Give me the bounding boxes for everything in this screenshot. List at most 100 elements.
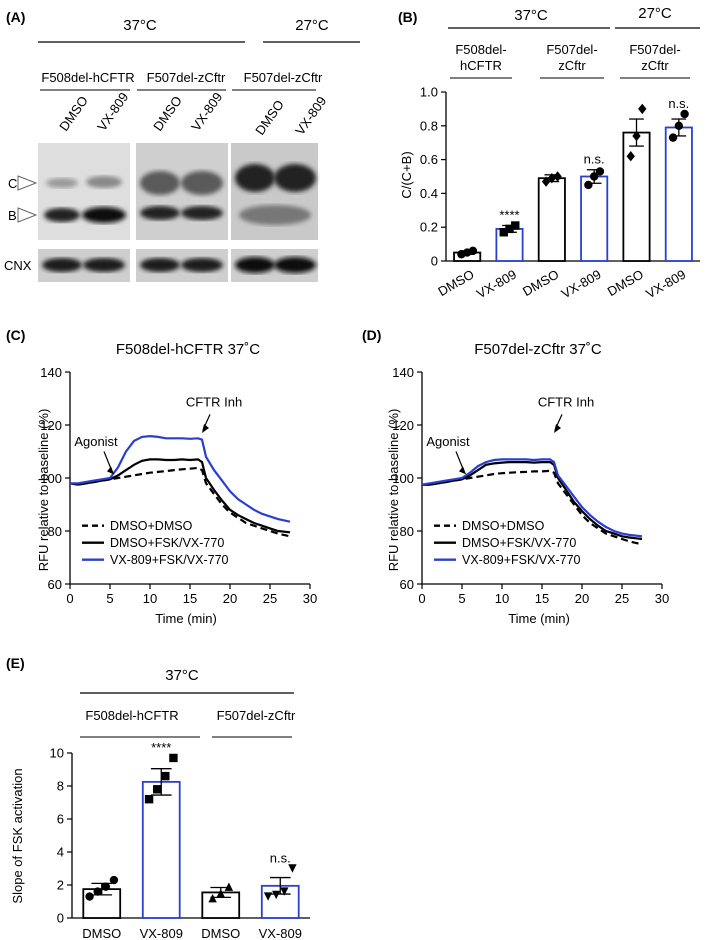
group-label-1: F508del-hCFTR [85,708,178,723]
y-tick-label: 0.2 [420,220,438,235]
panel-b: (B) 37°C 27°C F508del- hCFTR F507del- zC… [398,5,700,301]
significance-label: n.s. [584,152,605,167]
lane-label: VX-809 [292,94,329,138]
x-tick-label: DMSO [82,926,121,940]
bar [622,131,651,262]
x-tick-label: 15 [535,591,549,606]
data-point [224,882,234,891]
annotation-label: Agonist [74,434,118,449]
lane-label: DMSO [252,97,287,138]
legend-label: DMSO+DMSO [110,519,193,533]
panel-d-letter: (D) [362,327,381,343]
annotation-arrowhead [554,423,561,433]
y-tick-label: 0.6 [420,152,438,167]
x-tick-label: 20 [223,591,237,606]
x-tick-label: DMSO [605,267,646,299]
data-point [468,246,478,256]
chart-title: F507del-zCftr 37˚C [474,341,602,358]
group-label-3: F507del-zCftr [244,70,323,85]
group-label-2b: zCftr [558,58,586,73]
x-tick-label: 0 [66,591,73,606]
blot-image [38,143,130,240]
data-point [271,890,281,900]
series-line [421,458,643,538]
y-tick-label: 140 [40,365,62,380]
significance-label: **** [151,740,171,755]
x-tick-label: VX-809 [140,926,183,940]
data-point [668,133,678,142]
data-point [208,894,217,903]
panel-d: (D) F507del-zCftr 37˚C RFU relative to b… [362,327,669,626]
data-point [680,109,689,119]
legend-label: DMSO+FSK/VX-770 [110,536,224,550]
significance-label: **** [499,208,519,223]
x-tick-label: 5 [106,591,113,606]
data-point [541,176,551,187]
x-tick-label: 15 [183,591,197,606]
chart-e-plot: 0 2 4 6 8 10 DMSO VX-809 **** DMSO VX-809 n.s. [50,740,310,940]
x-tick-label: 10 [143,591,157,606]
annotation-label: Agonist [426,434,470,449]
chart-b-plot: 00.20.40.60.81.0DMSOVX-809****DMSOVX-809… [420,85,700,302]
lane-label: VX-809 [94,90,131,134]
data-point [152,785,162,794]
panel-a-letter: (A) [6,9,25,25]
legend-label: VX-809+FSK/VX-770 [462,553,581,567]
loading-label: CNX [4,258,32,273]
temp-27-label: 27°C [295,17,329,34]
x-tick-label: DMSO [520,267,561,299]
legend-label: VX-809+FSK/VX-770 [110,553,229,567]
x-tick-label: 0 [418,591,425,606]
x-tick-label: VX-809 [559,267,604,302]
y-tick-label: 120 [392,418,414,433]
x-tick-label: 30 [655,591,669,606]
y-tick-label: 10 [50,746,64,761]
data-point [280,887,289,896]
y-tick-label: 8 [57,779,64,794]
significance-label: n.s. [668,96,689,111]
chart-d-plot: 0 5 10 15 20 25 30 60 80 100 120 140 Agonist CFTR Inh… [392,365,669,606]
data-point [499,228,508,237]
lane-label: VX-809 [188,90,225,134]
y-axis-title: RFU relative to baseline (%) [36,409,51,572]
group-label-3a: F507del- [629,42,680,57]
bar [141,780,181,919]
data-point [638,103,647,115]
data-point [674,121,684,130]
panel-e: (E) 37°C F508del-hCFTR F507del-zCftr Slo… [6,655,310,940]
series-line [422,469,643,546]
group-label-1a: F508del- [455,42,506,57]
temp-27-label: 27°C [638,5,672,22]
series-line [422,461,643,541]
annotation-label: CFTR Inh [186,394,242,409]
panel-b-letter: (B) [398,9,417,25]
group-label-2: F507del-zCftr [217,708,296,723]
y-tick-label: 2 [57,878,64,893]
bar [537,177,566,262]
y-tick-label: 0.8 [420,118,438,133]
y-axis-title: C/(C+B) [399,151,414,198]
data-point [93,887,102,896]
x-tick-label: 10 [495,591,509,606]
group-label-1: F508del-hCFTR [41,70,134,85]
band-c-arrow-icon [17,175,38,191]
group-label-2: F507del-zCftr [147,70,226,85]
data-point [595,167,605,176]
y-tick-label: 4 [57,845,64,860]
chart-title: F508del-hCFTR 37˚C [116,341,260,358]
data-point [161,771,170,781]
bar [580,175,609,262]
blot-image [136,143,228,240]
y-tick-label: 100 [392,471,414,486]
x-tick-label: VX-809 [643,267,688,302]
x-tick-label: 5 [458,591,465,606]
data-point [589,172,599,181]
x-tick-label: DMSO [201,926,240,940]
legend-label: DMSO+FSK/VX-770 [462,536,576,550]
band-b-arrow-icon [17,207,38,223]
data-point [584,180,593,190]
data-point [85,892,94,901]
y-tick-label: 6 [57,812,64,827]
x-tick-label: DMSO [435,267,476,299]
